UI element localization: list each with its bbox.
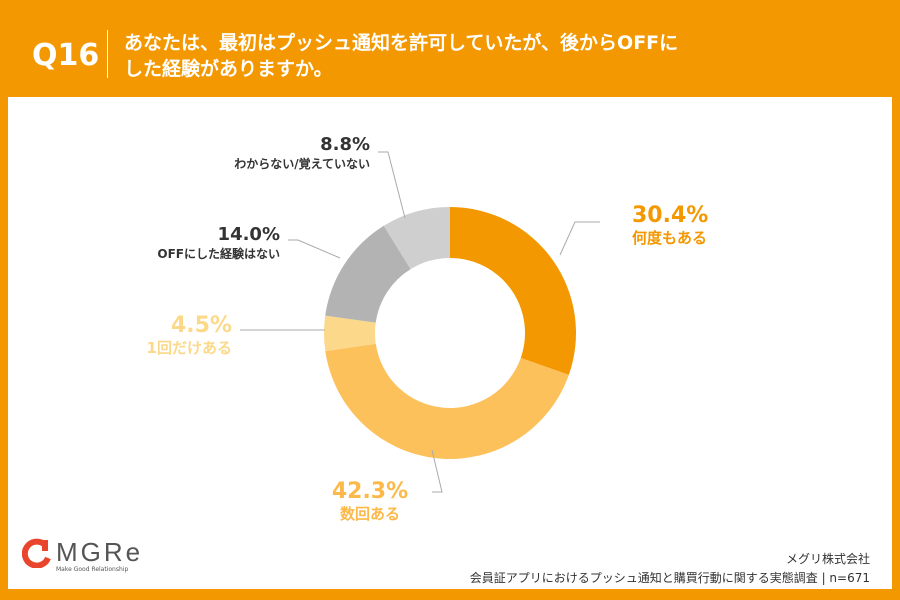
category-label: OFFにした経験はない — [157, 246, 280, 261]
chart-panel — [8, 97, 892, 589]
donut-slice — [324, 315, 376, 352]
category-label: 1回だけある — [147, 339, 232, 357]
leader-line — [559, 221, 600, 256]
title-line-2: した経験がありますか。 — [124, 58, 333, 80]
company-name: メグリ株式会社 — [785, 552, 870, 566]
leader-line — [431, 449, 443, 493]
donut-slice — [383, 207, 450, 270]
logo-tagline: Make Good Relationship — [56, 566, 129, 573]
logo: MGRe — [22, 537, 143, 568]
divider — [107, 30, 108, 78]
data-label: 42.3% — [332, 479, 408, 504]
donut-slice — [325, 343, 569, 460]
data-label: 8.8% — [320, 134, 370, 155]
data-label: 4.5% — [171, 313, 232, 338]
donut-slice — [325, 225, 411, 323]
source-note: 会員証アプリにおけるプッシュ通知と購買行動に関する実態調査 | n=671 — [469, 571, 870, 585]
category-label: 数回ある — [340, 505, 400, 523]
donut-slice — [450, 207, 577, 375]
category-label: 何度もある — [632, 229, 707, 247]
title-line-1: あなたは、最初はプッシュ通知を許可していたが、後からOFFに — [124, 32, 679, 54]
category-label: わからない/覚えていない — [234, 156, 370, 171]
logo-text: MGRe — [56, 537, 144, 567]
logo-mark-icon — [22, 538, 51, 568]
question-number: Q16 — [32, 38, 100, 73]
leader-line — [288, 239, 341, 259]
data-label: 14.0% — [218, 224, 280, 245]
leader-line — [378, 151, 406, 219]
question-title: あなたは、最初はプッシュ通知を許可していたが、後からOFFに した経験があります… — [124, 30, 824, 82]
data-label: 30.4% — [632, 203, 708, 228]
